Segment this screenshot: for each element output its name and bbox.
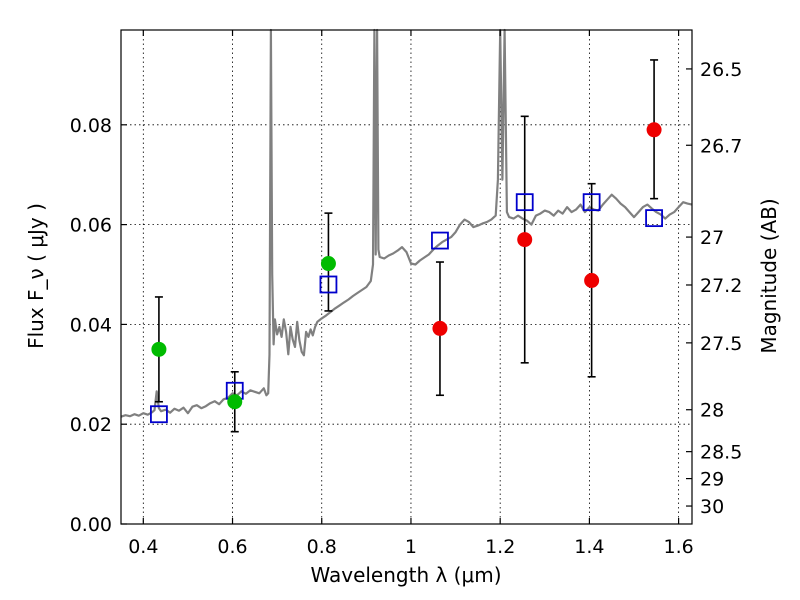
red-point (517, 232, 533, 248)
spectrum (120, 28, 693, 418)
x-tick-label: 1.4 (574, 536, 604, 558)
y2-tick-label: 28.5 (700, 442, 742, 464)
model-square (431, 231, 449, 250)
y2-axis-title: Magnitude (AB) (757, 198, 781, 353)
x-tick-label: 0.4 (128, 536, 158, 558)
y2-tick-label: 30 (700, 496, 724, 518)
model-square (150, 405, 168, 424)
y2-tick-label: 26.5 (700, 59, 742, 81)
red-point (432, 320, 448, 336)
green-point (151, 341, 167, 357)
x-tick-label: 0.8 (307, 536, 337, 558)
x-axis-title: Wavelength λ (μm) (310, 563, 501, 587)
red-point (584, 272, 600, 288)
green-point (320, 256, 336, 272)
red-point (646, 122, 662, 138)
x-tick-label: 1.2 (485, 536, 515, 558)
y-tick-label: 0.04 (70, 314, 112, 336)
y-axis-title: Flux F_ν ( μJy ) (24, 203, 48, 349)
y2-tick-label: 26.7 (700, 135, 742, 157)
model-square (515, 193, 534, 212)
y2-tick-label: 29 (700, 469, 724, 491)
y2-tick-label: 27.2 (700, 275, 742, 297)
model-square (319, 275, 338, 294)
x-tick-label: 0.6 (217, 536, 247, 558)
y2-tick-label: 28 (700, 400, 724, 422)
green-point (227, 394, 243, 410)
y-tick-label: 0.02 (70, 414, 112, 436)
x-tick-label: 1.6 (664, 536, 694, 558)
plot-frame (120, 29, 693, 525)
photometry-points (150, 59, 663, 433)
model-square (582, 193, 601, 212)
y-tick-label: 0.06 (70, 215, 112, 237)
y-tick-label: 0.08 (70, 115, 112, 137)
axes: 0.4 0.6 0.8 1 1.2 1.4 1.6 0.00 0.02 0.04 0.06 0.08 2… (70, 29, 742, 558)
y-tick-label: 0.00 (70, 514, 112, 536)
model-square (645, 209, 663, 228)
grid (121, 30, 692, 524)
y2-tick-label: 27.5 (700, 333, 742, 355)
y2-tick-label: 27 (700, 227, 724, 249)
x-tick-label: 1 (405, 536, 417, 558)
spectrum-line (120, 28, 693, 418)
